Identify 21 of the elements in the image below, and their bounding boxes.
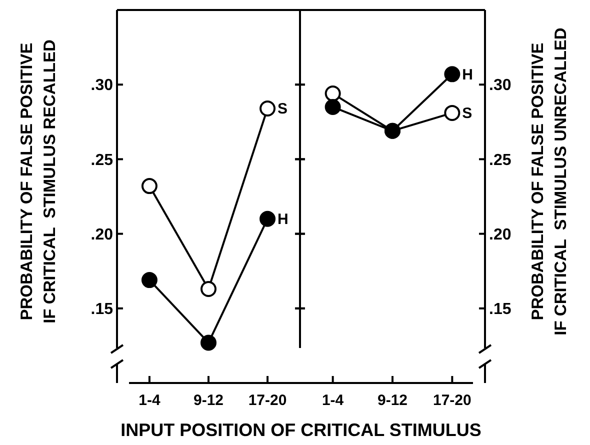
legend-label: S xyxy=(278,100,288,118)
y-axis-title: PROBABILITY OF FALSE POSITIVE IF CRITICAL STIMULUS RECALLED xyxy=(18,39,59,324)
x-tick-label: 1-4 xyxy=(138,392,161,409)
series-label: S xyxy=(462,105,472,122)
y2-tick-label: .15 xyxy=(489,301,512,318)
y2-axis-title: PROBABILITY OF FALSE POSITIVE IF CRITICAL STIMULUS UNRECALLED xyxy=(529,28,570,336)
x-tick-label: 9-12 xyxy=(377,392,408,409)
x-axis-title: INPUT POSITION OF CRITICAL STIMULUS xyxy=(120,420,482,440)
series-label: H xyxy=(462,66,474,84)
y-tick-label: .25 xyxy=(90,152,114,169)
x-tick-label: 17-20 xyxy=(248,392,287,409)
y-tick-label: .15 xyxy=(90,301,114,318)
x-tick-label: 9-12 xyxy=(193,392,224,409)
series-label: H xyxy=(278,211,288,228)
y2-tick-label: .30 xyxy=(489,77,512,94)
y-tick-label: .30 xyxy=(90,77,114,94)
x-tick-label: 1-4 xyxy=(322,392,344,409)
y2-tick-label: .25 xyxy=(489,152,512,169)
x-tick-label: 17-20 xyxy=(432,392,472,409)
y2-tick-label: .20 xyxy=(489,226,512,244)
y-tick-label: .20 xyxy=(90,226,114,244)
